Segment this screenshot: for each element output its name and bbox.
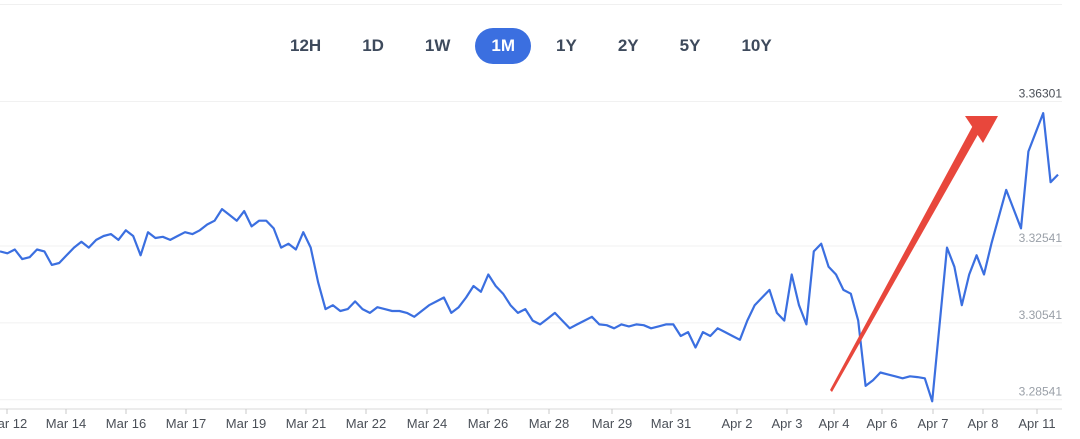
y-tick-label: 3.30541 bbox=[1019, 308, 1063, 322]
x-tick-label: Mar 19 bbox=[226, 416, 266, 431]
y-axis: 3.36301 3.32541 3.30541 3.28541 bbox=[1019, 86, 1063, 398]
y-tick-label: 3.36301 bbox=[1019, 86, 1063, 100]
y-tick-label: 3.32541 bbox=[1019, 231, 1063, 245]
x-tick-label: Mar 21 bbox=[286, 416, 326, 431]
range-button-5y[interactable]: 5Y bbox=[664, 28, 717, 64]
trend-arrow bbox=[830, 116, 998, 392]
x-tick-label: Mar 31 bbox=[651, 416, 691, 431]
y-tick-label: 3.28541 bbox=[1019, 385, 1063, 399]
x-tick-label: Apr 3 bbox=[771, 416, 802, 431]
x-tick-label: Mar 16 bbox=[106, 416, 146, 431]
time-range-selector: 12H 1D 1W 1M 1Y 2Y 5Y 10Y bbox=[274, 28, 797, 66]
x-tick-label: Apr 4 bbox=[818, 416, 849, 431]
x-tick-label: Mar 28 bbox=[529, 416, 569, 431]
range-button-1d[interactable]: 1D bbox=[346, 28, 400, 64]
x-tick-label: Mar 29 bbox=[592, 416, 632, 431]
range-button-1w[interactable]: 1W bbox=[409, 28, 467, 64]
x-tick-label: Mar 12 bbox=[0, 416, 27, 431]
x-tick-label: Mar 14 bbox=[46, 416, 86, 431]
x-axis: Mar 12 Mar 14 Mar 16 Mar 17 Mar 19 Mar 21 Mar … bbox=[0, 408, 1062, 431]
x-tick-label: Apr 2 bbox=[721, 416, 752, 431]
x-tick-label: Apr 6 bbox=[866, 416, 897, 431]
x-tick-label: Apr 11 bbox=[1018, 416, 1055, 431]
range-button-2y[interactable]: 2Y bbox=[602, 28, 655, 64]
range-button-12h[interactable]: 12H bbox=[274, 28, 337, 64]
x-tick-label: Apr 7 bbox=[917, 416, 948, 431]
price-series-line bbox=[0, 112, 1059, 403]
x-tick-label: Mar 26 bbox=[468, 416, 508, 431]
range-button-1m[interactable]: 1M bbox=[475, 28, 532, 64]
arrow-head bbox=[965, 116, 998, 143]
gridlines bbox=[0, 100, 1062, 401]
range-button-1y[interactable]: 1Y bbox=[540, 28, 593, 64]
top-divider bbox=[0, 4, 1062, 5]
x-tick-label: Mar 24 bbox=[407, 416, 447, 431]
x-tick-label: Mar 22 bbox=[346, 416, 386, 431]
x-tick-label: Apr 8 bbox=[967, 416, 998, 431]
x-tick-label: Mar 17 bbox=[166, 416, 206, 431]
range-button-10y[interactable]: 10Y bbox=[725, 28, 787, 64]
